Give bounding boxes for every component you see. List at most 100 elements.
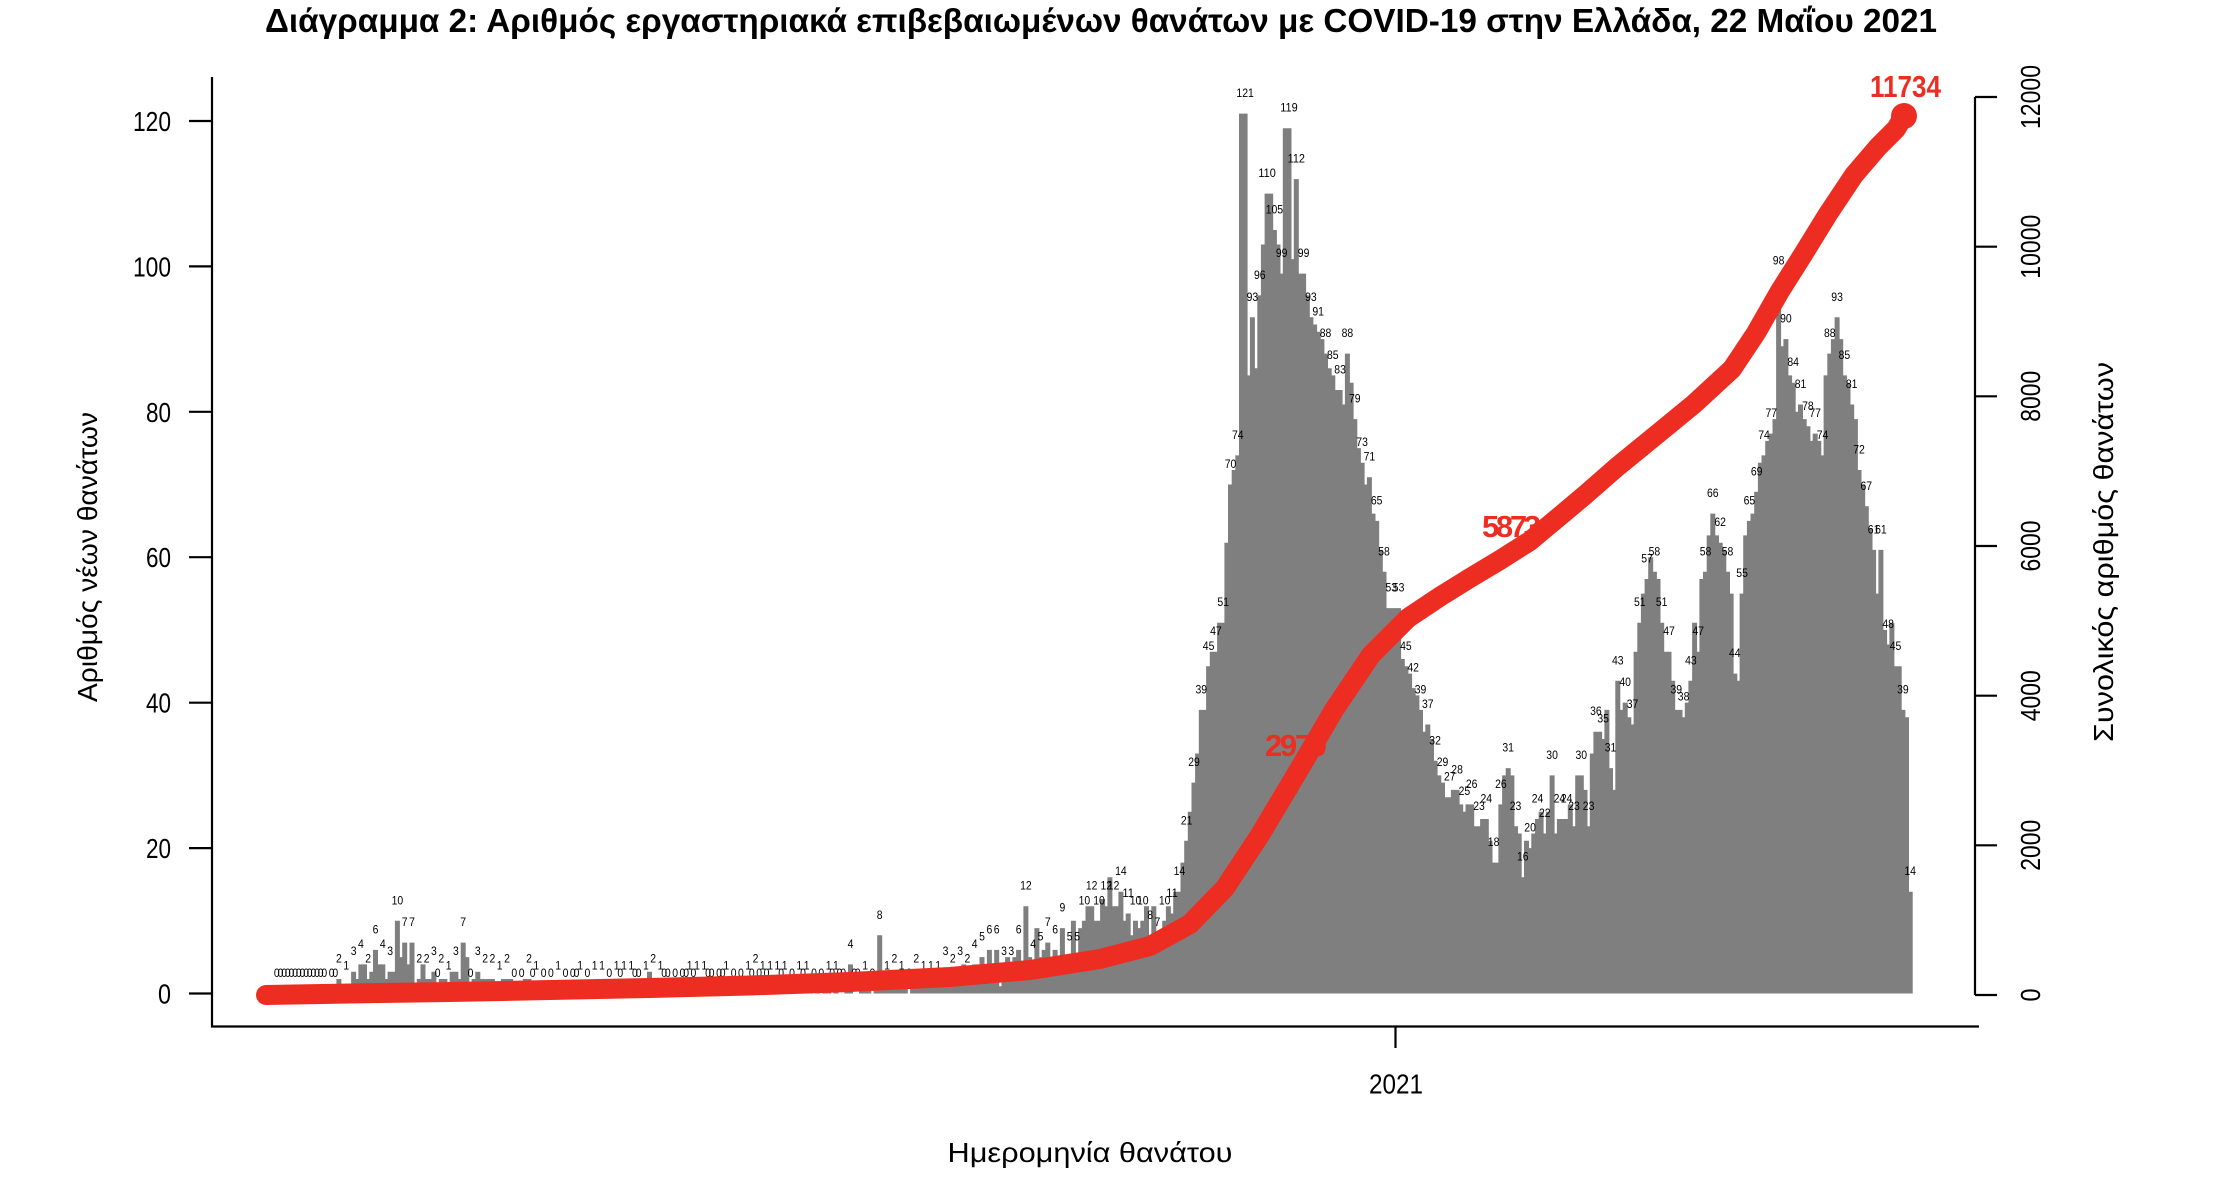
svg-text:10: 10 [1159, 893, 1171, 907]
svg-text:0: 0 [570, 966, 576, 980]
svg-text:1: 1 [775, 959, 781, 973]
svg-text:2: 2 [913, 952, 919, 966]
svg-text:31: 31 [1605, 741, 1617, 755]
svg-text:23: 23 [1568, 799, 1580, 813]
svg-text:1: 1 [928, 959, 934, 973]
svg-text:0: 0 [511, 966, 517, 980]
svg-text:100: 100 [133, 251, 171, 282]
svg-text:0: 0 [314, 966, 320, 980]
svg-text:61: 61 [1868, 522, 1880, 536]
svg-text:0: 0 [716, 966, 722, 980]
svg-text:112: 112 [1288, 152, 1305, 166]
svg-text:37: 37 [1627, 697, 1639, 711]
svg-text:12: 12 [1101, 879, 1113, 893]
svg-text:74: 74 [1817, 428, 1829, 442]
svg-text:7: 7 [402, 915, 408, 929]
svg-text:0: 0 [285, 966, 291, 980]
svg-text:2: 2 [892, 952, 898, 966]
svg-text:98: 98 [1773, 253, 1785, 267]
svg-text:1: 1 [592, 959, 598, 973]
svg-text:0: 0 [709, 966, 715, 980]
svg-text:3: 3 [1008, 944, 1014, 958]
svg-text:2: 2 [416, 952, 422, 966]
svg-text:1: 1 [884, 959, 890, 973]
svg-text:0: 0 [303, 966, 309, 980]
svg-text:0: 0 [468, 966, 474, 980]
svg-text:23: 23 [1473, 799, 1485, 813]
svg-text:3: 3 [453, 944, 459, 958]
svg-text:1: 1 [723, 959, 729, 973]
svg-text:1: 1 [446, 959, 452, 973]
svg-text:40: 40 [146, 688, 171, 719]
svg-text:4000: 4000 [2015, 670, 2046, 721]
svg-text:39: 39 [1897, 682, 1909, 696]
svg-text:51: 51 [1634, 595, 1646, 609]
svg-text:30: 30 [1576, 748, 1588, 762]
svg-text:1: 1 [899, 959, 905, 973]
svg-text:1: 1 [577, 959, 583, 973]
svg-text:29: 29 [1188, 755, 1200, 769]
svg-text:0: 0 [764, 966, 770, 980]
svg-text:1: 1 [745, 959, 751, 973]
svg-text:29: 29 [1437, 755, 1449, 769]
svg-text:2: 2 [504, 952, 510, 966]
svg-text:1: 1 [628, 959, 634, 973]
svg-text:74: 74 [1232, 428, 1244, 442]
svg-text:88: 88 [1320, 326, 1332, 340]
svg-text:58: 58 [1378, 544, 1390, 558]
svg-text:0: 0 [789, 966, 795, 980]
svg-text:77: 77 [1766, 406, 1778, 420]
svg-text:51: 51 [1656, 595, 1668, 609]
svg-text:110: 110 [1258, 166, 1275, 180]
svg-text:0: 0 [683, 966, 689, 980]
svg-text:24: 24 [1532, 792, 1544, 806]
svg-text:38: 38 [1678, 690, 1690, 704]
svg-text:62: 62 [1714, 515, 1726, 529]
svg-text:1: 1 [687, 959, 693, 973]
svg-text:71: 71 [1364, 450, 1376, 464]
svg-text:36: 36 [1590, 704, 1602, 718]
svg-text:25: 25 [1459, 784, 1471, 798]
svg-text:45: 45 [1400, 639, 1412, 653]
svg-text:11: 11 [1166, 886, 1178, 900]
svg-text:78: 78 [1802, 399, 1814, 413]
svg-text:0: 0 [2015, 989, 2046, 1002]
svg-text:48: 48 [1882, 617, 1894, 631]
svg-text:10: 10 [1093, 893, 1105, 907]
svg-text:67: 67 [1861, 479, 1873, 493]
svg-text:1: 1 [643, 959, 649, 973]
svg-text:55: 55 [1736, 566, 1748, 580]
svg-text:0: 0 [665, 966, 671, 980]
svg-text:43: 43 [1685, 653, 1697, 667]
svg-text:99: 99 [1276, 246, 1288, 260]
svg-text:0: 0 [158, 979, 171, 1010]
svg-text:0: 0 [691, 966, 697, 980]
svg-text:2: 2 [438, 952, 444, 966]
svg-text:14: 14 [1174, 864, 1186, 878]
svg-text:88: 88 [1342, 326, 1354, 340]
svg-text:99: 99 [1298, 246, 1310, 260]
svg-text:35: 35 [1597, 712, 1609, 726]
svg-text:28: 28 [1451, 762, 1463, 776]
svg-text:0: 0 [307, 966, 313, 980]
svg-text:2: 2 [950, 952, 956, 966]
svg-text:0: 0 [292, 966, 298, 980]
svg-text:2: 2 [753, 952, 759, 966]
svg-text:39: 39 [1671, 682, 1683, 696]
svg-text:6: 6 [994, 922, 1000, 936]
svg-text:105: 105 [1266, 203, 1283, 217]
svg-text:0: 0 [274, 966, 280, 980]
svg-text:1: 1 [796, 959, 802, 973]
svg-text:6: 6 [987, 922, 993, 936]
svg-text:91: 91 [1312, 304, 1324, 318]
svg-text:14: 14 [1115, 864, 1127, 878]
svg-text:0: 0 [661, 966, 667, 980]
svg-text:1: 1 [533, 959, 539, 973]
svg-text:5: 5 [1074, 930, 1080, 944]
svg-text:0: 0 [632, 966, 638, 980]
svg-text:21: 21 [1181, 813, 1193, 827]
svg-text:1: 1 [555, 959, 561, 973]
svg-text:69: 69 [1751, 464, 1763, 478]
svg-text:1: 1 [343, 959, 349, 973]
svg-text:3: 3 [1001, 944, 1007, 958]
